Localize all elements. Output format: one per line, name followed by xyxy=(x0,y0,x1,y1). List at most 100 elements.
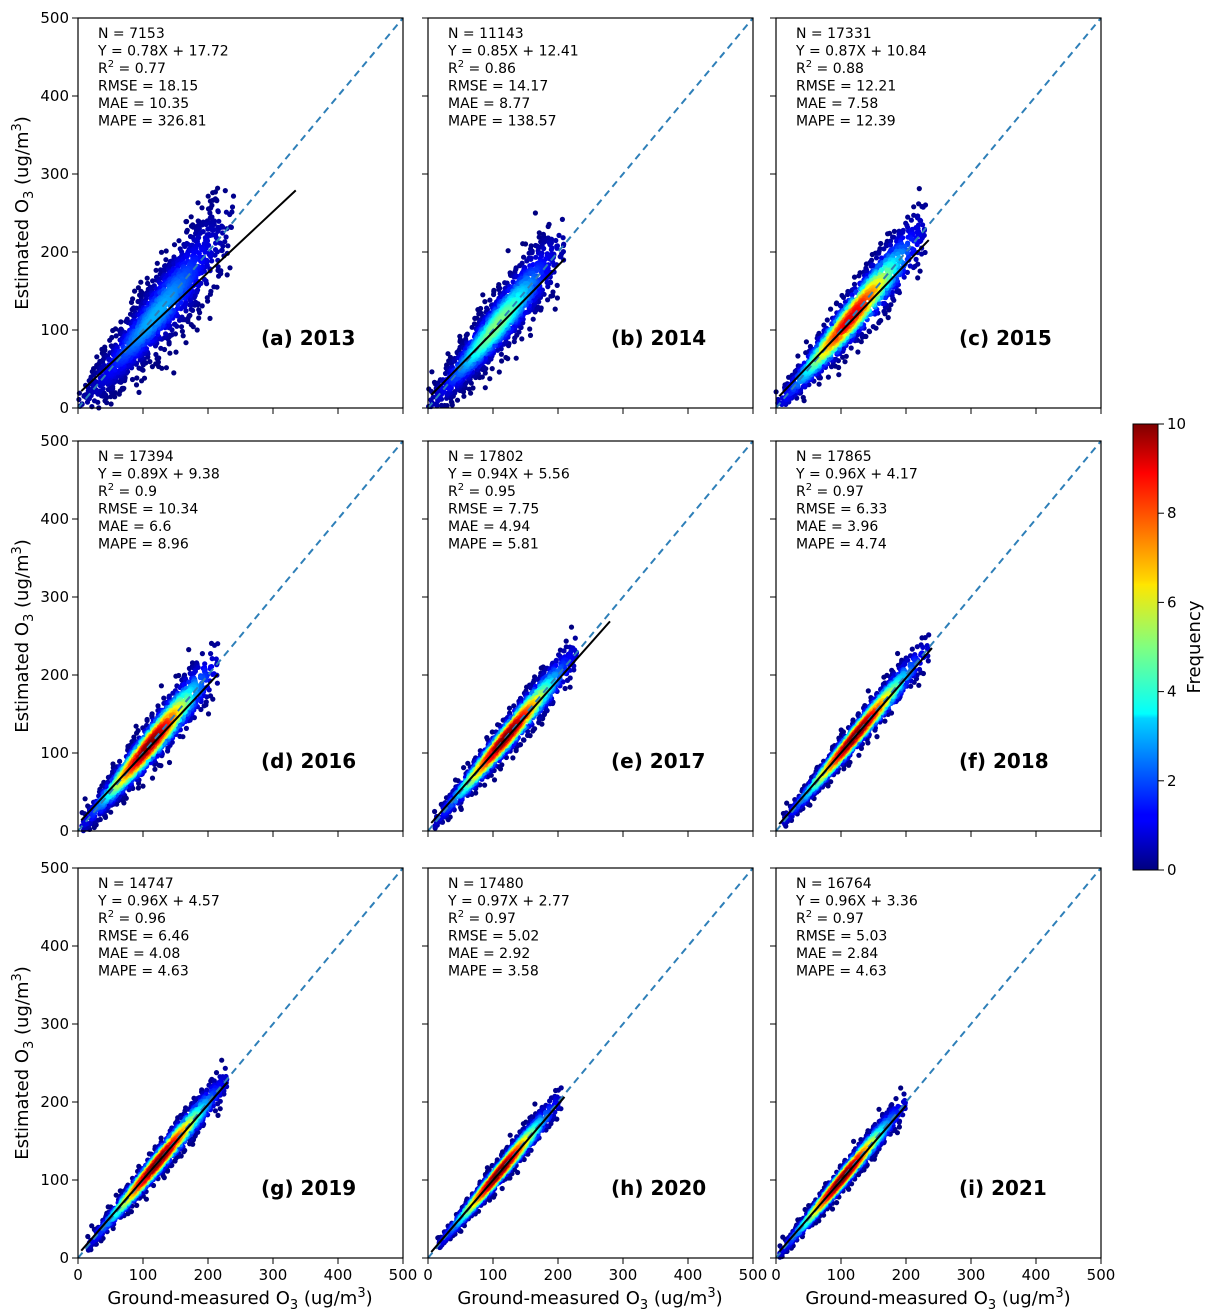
scatter-point xyxy=(559,216,566,222)
scatter-point xyxy=(216,273,222,279)
scatter-point xyxy=(144,275,150,281)
scatter-point xyxy=(215,209,221,215)
scatter-point xyxy=(152,766,158,772)
scatter-point xyxy=(141,375,148,381)
scatter-point xyxy=(487,376,493,382)
scatter-point xyxy=(552,306,558,312)
stat-rmse: RMSE = 14.17 xyxy=(448,79,548,95)
stat-n: N = 17331 xyxy=(796,26,872,42)
scatter-point xyxy=(199,222,205,228)
scatter-point xyxy=(229,204,236,210)
scatter-point xyxy=(129,376,136,383)
scatter-point xyxy=(179,328,185,334)
scatter-point xyxy=(870,324,876,330)
scatter-point xyxy=(102,347,108,353)
scatter-point xyxy=(491,291,497,298)
scatter-point xyxy=(147,359,153,365)
scatter-point xyxy=(212,247,219,253)
scatter-point xyxy=(133,382,140,388)
scatter-point xyxy=(154,260,160,266)
scatter-point xyxy=(223,234,229,240)
scatter-point xyxy=(94,354,100,360)
scatter-point xyxy=(222,188,228,194)
scatter-point xyxy=(482,385,488,391)
scatter-point xyxy=(545,297,551,303)
scatter-point xyxy=(825,374,832,380)
scatter-point xyxy=(184,218,190,225)
scatter-point xyxy=(196,251,202,257)
y-tick-label: 300 xyxy=(40,165,69,183)
scatter-point xyxy=(205,193,211,199)
scatter-point xyxy=(209,656,215,662)
stat-equation: Y = 0.85X + 12.41 xyxy=(447,44,579,60)
scatter-point xyxy=(178,324,185,330)
scatter-point xyxy=(891,228,898,234)
scatter-point xyxy=(101,390,107,396)
scatter-point xyxy=(187,302,193,308)
scatter-point xyxy=(136,365,142,371)
scatter-point xyxy=(199,247,205,253)
scatter-point xyxy=(76,396,82,403)
scatter-point xyxy=(135,785,141,791)
scatter-point xyxy=(149,364,155,370)
scatter-point xyxy=(211,284,217,290)
stat-mape: MAPE = 138.57 xyxy=(448,114,557,130)
scatter-point xyxy=(800,394,806,401)
scatter-point xyxy=(167,350,173,356)
panel-label: (b) 2014 xyxy=(611,326,706,350)
scatter-point xyxy=(214,680,220,686)
scatter-point xyxy=(916,186,922,192)
scatter-point xyxy=(191,670,197,676)
scatter-point xyxy=(915,275,921,281)
scatter-point xyxy=(803,339,810,345)
scatter-point xyxy=(920,204,926,210)
scatter-point xyxy=(199,303,205,309)
scatter-points xyxy=(76,185,237,411)
scatter-point xyxy=(196,315,202,321)
stat-mape: MAPE = 12.39 xyxy=(796,114,896,130)
scatter-point xyxy=(215,224,221,230)
scatter-point xyxy=(795,353,801,359)
scatter-point xyxy=(836,372,842,378)
scatter-point xyxy=(900,229,906,235)
scatter-point xyxy=(203,699,209,705)
scatter-point xyxy=(150,278,156,284)
scatter-point xyxy=(166,759,173,766)
scatter-point xyxy=(557,254,563,260)
scatter-point xyxy=(203,221,209,228)
y-tick-label: 0 xyxy=(59,399,69,417)
scatter-point xyxy=(487,297,493,303)
scatter-point xyxy=(200,229,206,235)
stat-equation: Y = 0.78X + 17.72 xyxy=(97,44,229,60)
stat-mae: MAE = 10.35 xyxy=(98,96,189,112)
scatter-point xyxy=(230,193,237,199)
scatter-point xyxy=(210,227,216,233)
scatter-point xyxy=(855,349,861,355)
scatter-point xyxy=(132,288,138,294)
scatter-point xyxy=(215,641,221,647)
scatter-point xyxy=(907,263,913,269)
scatter-point xyxy=(499,358,505,364)
scatter-point xyxy=(209,258,215,264)
scatter-point xyxy=(842,359,848,365)
scatter-point xyxy=(184,254,190,260)
scatter-point xyxy=(527,326,533,332)
scatter-point xyxy=(207,232,213,238)
scatter-point xyxy=(186,313,192,319)
scatter-point xyxy=(163,331,169,337)
scatter-point xyxy=(545,223,551,230)
scatter-point xyxy=(532,210,539,216)
scatter-point xyxy=(851,274,858,280)
scatter-point xyxy=(913,256,919,262)
scatter-point xyxy=(161,267,168,274)
scatter-point xyxy=(908,236,914,242)
scatter-point xyxy=(876,250,882,256)
scatter-point xyxy=(145,280,151,286)
scatter-point xyxy=(184,229,190,235)
scatter-point xyxy=(519,336,525,342)
scatter-point xyxy=(215,267,221,273)
stat-equation: Y = 0.87X + 10.84 xyxy=(795,44,927,60)
scatter-point xyxy=(144,717,150,724)
